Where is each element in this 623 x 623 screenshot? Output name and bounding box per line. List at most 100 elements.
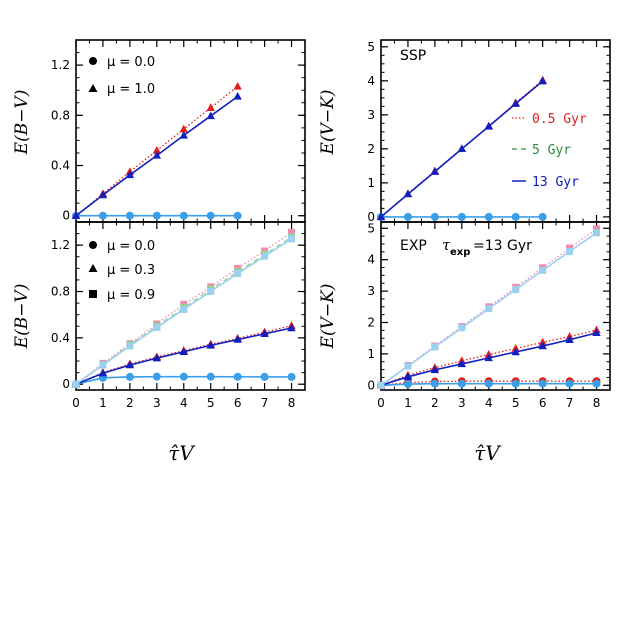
data-point-circle [511, 212, 520, 221]
data-point-triangle [179, 124, 188, 133]
data-point-triangle [538, 341, 547, 350]
data-point-triangle [206, 103, 215, 111]
data-point-circle [430, 379, 439, 388]
x-tick-label: 8 [593, 396, 601, 410]
y-tick-label: 0 [62, 377, 70, 391]
data-point-circle [206, 211, 215, 220]
x-tick-label: 4 [180, 396, 188, 410]
ylabel-bottom-left: E(B−V) [12, 284, 32, 350]
data-point-circle [287, 372, 296, 381]
chart-panel-top-right: 0 1 2 3 4 5 [367, 39, 611, 224]
data-point-triangle [484, 121, 493, 130]
y-tick-label: 0.8 [51, 285, 70, 299]
xlabel-bottom-left: τ̂V [168, 441, 196, 465]
data-point-square [593, 225, 601, 233]
data-point-triangle [538, 76, 547, 85]
data-point-triangle [98, 190, 108, 199]
data-point-circle [457, 212, 466, 221]
xlabel-bottom-left-text: τ̂V [168, 441, 196, 465]
data-point-circle [179, 211, 188, 220]
data-point-circle [152, 211, 161, 220]
data-point-circle [592, 379, 601, 388]
legend-label-mu1: μ = 1.0 [107, 82, 155, 97]
data-point-square [153, 323, 161, 331]
data-point-triangle [125, 360, 135, 369]
legend-bottom-left: μ = 0.0 μ = 0.3 μ = 0.9 [88, 239, 155, 303]
data-point-triangle [565, 335, 574, 343]
legend-label-mu0: μ = 0.0 [107, 239, 155, 254]
data-point-square [207, 288, 215, 296]
data-point-square [566, 248, 574, 256]
x-tick-label: 5 [512, 396, 520, 410]
y-tick-label: 0 [367, 210, 375, 224]
data-point-triangle [125, 170, 135, 179]
legend-age-5: 5 Gyr [532, 143, 571, 158]
data-point-triangle [152, 150, 162, 159]
x-tick-label: 4 [485, 396, 493, 410]
data-point-circle [484, 379, 493, 388]
data-point-circle [484, 212, 493, 221]
y-tick-label: 1.2 [51, 58, 70, 72]
y-tick-label: 5 [367, 40, 375, 54]
xlabel-bottom-right: τ̂V [474, 441, 502, 465]
data-point-circle [179, 372, 188, 381]
data-point-square [126, 342, 134, 350]
data-point-square [431, 343, 439, 351]
legend-triangle-marker [88, 84, 98, 92]
x-tick-label: 7 [261, 396, 269, 410]
legend-ages: 0.5 Gyr 5 Gyr 13 Gyr [512, 112, 587, 190]
x-tick-label: 3 [458, 396, 466, 410]
ylabel-top-left: E(B−V) [12, 90, 32, 156]
data-point-circle [565, 379, 574, 388]
data-point-triangle [403, 372, 413, 381]
x-tick-label: 0 [377, 396, 385, 410]
data-point-square [288, 228, 296, 236]
y-tick-label: 4 [367, 253, 375, 267]
data-point-triangle [152, 145, 162, 154]
data-point-triangle [511, 99, 520, 107]
data-point-square [288, 235, 296, 243]
data-point-triangle [287, 323, 296, 332]
data-point-triangle [403, 189, 413, 198]
y-tick-label: 2 [367, 142, 375, 156]
data-point-triangle [457, 359, 467, 368]
data-point-triangle [233, 335, 242, 343]
x-tick-label: 6 [234, 396, 242, 410]
y-tick-label: 5 [367, 221, 375, 235]
data-point-triangle [98, 368, 108, 377]
x-tick-label: 1 [99, 396, 107, 410]
series-line [75, 236, 292, 385]
panel-label-exp-suffix: =13 Gyr [473, 238, 532, 254]
data-point-square [261, 252, 269, 260]
data-point-circle [260, 372, 269, 381]
y-tick-label: 1 [367, 176, 375, 190]
x-tick-label: 0 [72, 396, 80, 410]
plot-frame [75, 221, 306, 391]
legend-circle-marker [89, 241, 97, 249]
data-point-triangle [206, 340, 215, 349]
data-point-triangle [179, 130, 188, 139]
panel-label-exp-sub: exp [450, 247, 470, 258]
chart-panel-bottom-right: 0 1 2 3 4 5 0 1 2 3 4 5 6 7 8 [367, 221, 611, 410]
data-point-circle [457, 379, 466, 388]
x-tick-label: 8 [288, 396, 296, 410]
panel-label-exp-tau: τ [442, 236, 451, 254]
data-point-circle [206, 372, 215, 381]
panel-label-exp: EXP τ exp =13 Gyr [400, 236, 532, 258]
legend-label-mu0: μ = 0.0 [107, 55, 155, 70]
y-tick-label: 0.4 [51, 159, 70, 173]
data-point-circle [538, 212, 547, 221]
data-point-square [458, 324, 466, 332]
ylabel-top-right: E(V−K) [318, 90, 338, 156]
legend-triangle-marker [88, 264, 98, 272]
data-point-square [234, 270, 242, 278]
y-tick-label: 4 [367, 74, 375, 88]
y-tick-label: 0.8 [51, 108, 70, 122]
data-point-circle [403, 380, 412, 389]
chart-panel-bottom-left: 0 0.4 0.8 1.2 0 1 2 3 4 5 6 7 8 [51, 221, 306, 410]
legend-age-13: 13 Gyr [532, 175, 579, 190]
chart-panel-top-left: 0 0.4 0.8 1.2 [51, 39, 306, 223]
x-tick-label: 6 [539, 396, 547, 410]
legend-label-mu03: μ = 0.3 [107, 263, 155, 278]
